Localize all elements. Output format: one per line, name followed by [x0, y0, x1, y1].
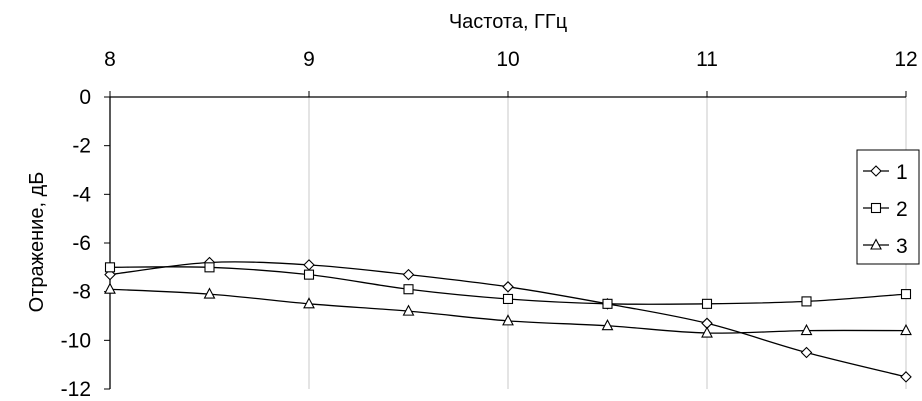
data-point — [800, 323, 813, 336]
data-point — [900, 289, 912, 300]
data-point — [104, 262, 116, 273]
y-tick-label: -10 — [61, 329, 91, 352]
data-point — [303, 259, 315, 271]
axes: 8 9 10 11 120-2-4-6-8-10-12 — [61, 48, 918, 401]
data-point — [204, 262, 215, 273]
legend-marker-3 — [870, 238, 882, 250]
x-tick-label: 9 — [303, 48, 315, 71]
x-tick-label: 11 — [696, 48, 718, 71]
data-point — [402, 304, 415, 316]
grid — [109, 97, 907, 389]
legend-label-1: 1 — [896, 161, 908, 184]
series-2 — [104, 262, 912, 309]
x-tick-label: 10 — [496, 48, 519, 71]
data-point — [402, 268, 415, 281]
y-tick-label: -4 — [72, 183, 91, 206]
data-point — [303, 297, 315, 309]
data-point — [800, 346, 813, 359]
legend-label-2: 2 — [896, 198, 908, 221]
series — [104, 256, 912, 383]
data-point — [403, 284, 414, 295]
data-point — [303, 269, 315, 280]
legend-marker-2 — [870, 202, 882, 214]
data-point — [801, 296, 812, 307]
legend-box — [856, 149, 920, 265]
data-point — [701, 298, 713, 309]
series-3 — [104, 282, 912, 338]
data-point — [602, 298, 613, 309]
legend-marker-1 — [870, 165, 882, 177]
data-point — [701, 326, 713, 338]
data-point — [900, 371, 912, 383]
y-axis-title: Отражение, дБ — [26, 172, 48, 313]
x-tick-label: 12 — [894, 48, 917, 71]
data-point — [104, 282, 116, 294]
y-tick-label: -2 — [72, 135, 91, 158]
legend-label-3: 3 — [896, 235, 908, 258]
y-tick-label: -6 — [72, 232, 91, 255]
data-point — [502, 281, 514, 293]
y-tick-label: -12 — [61, 378, 91, 401]
data-point — [502, 293, 514, 305]
legend: 1 2 3 — [856, 149, 920, 265]
x-axis-title: Частота, ГГц — [449, 11, 567, 33]
y-tick-label: -8 — [72, 281, 91, 304]
data-point — [601, 319, 614, 331]
data-point — [900, 323, 912, 336]
y-tick-label: 0 — [79, 86, 91, 109]
data-point — [203, 287, 216, 299]
data-point — [502, 314, 514, 326]
x-tick-label: 8 — [104, 48, 116, 71]
